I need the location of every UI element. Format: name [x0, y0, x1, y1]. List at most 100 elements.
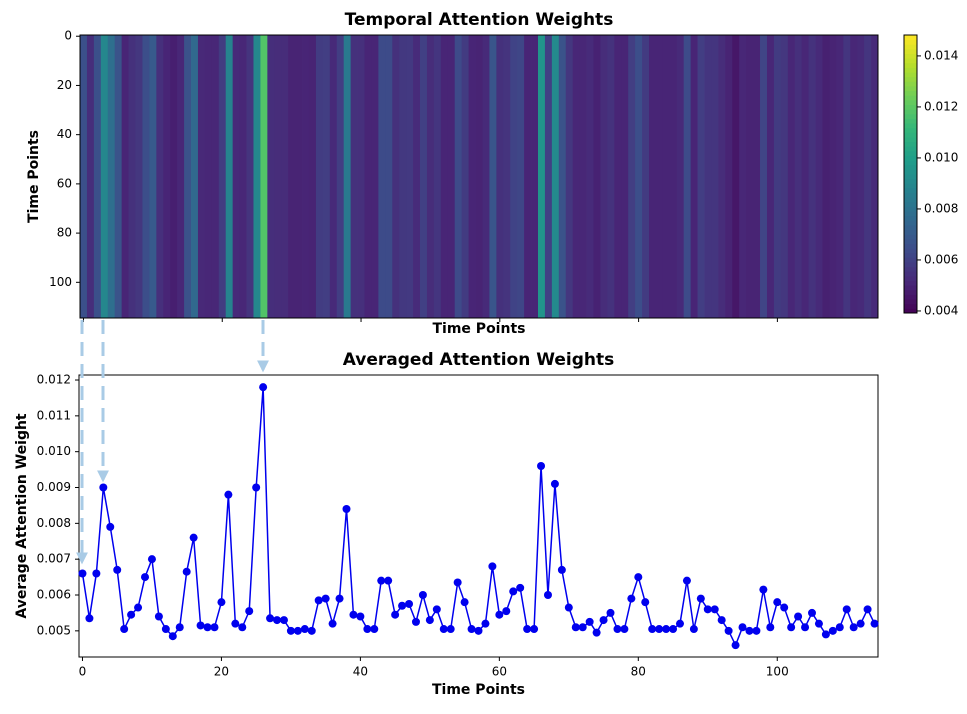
- point: [432, 605, 441, 614]
- point: [92, 569, 101, 578]
- heat-column: [607, 35, 615, 318]
- heat-column: [704, 35, 712, 318]
- point: [279, 616, 288, 625]
- point: [669, 625, 678, 634]
- heat-column: [628, 35, 636, 318]
- heat-column: [475, 35, 483, 318]
- y-axis-label: Time Points: [26, 130, 42, 223]
- point: [259, 383, 268, 392]
- point: [411, 617, 420, 626]
- heat-column: [662, 35, 671, 318]
- point: [675, 619, 684, 628]
- point: [731, 641, 740, 650]
- heat-column: [413, 35, 421, 318]
- y-tick-label: 20: [57, 78, 72, 92]
- point: [564, 603, 573, 612]
- point: [175, 623, 184, 632]
- point: [710, 605, 719, 614]
- colorbar-tick-label: 0.004: [924, 303, 958, 317]
- colorbar-step: [904, 62, 917, 68]
- heat-column: [510, 35, 518, 318]
- colorbar-step: [904, 109, 917, 115]
- heat-column: [288, 35, 296, 318]
- heat-column: [773, 35, 782, 318]
- point: [752, 626, 761, 635]
- heat-column: [537, 35, 546, 318]
- colorbar-step: [904, 76, 917, 82]
- heat-column: [80, 35, 88, 318]
- point: [196, 621, 205, 630]
- annotation-arrows: [76, 320, 269, 565]
- point: [814, 619, 823, 628]
- heat-column: [329, 35, 338, 318]
- colorbar-step: [904, 262, 917, 268]
- x-tick-label: 20: [214, 665, 229, 679]
- heat-column: [399, 35, 407, 318]
- point: [182, 567, 191, 576]
- colorbar-step: [904, 294, 917, 300]
- point: [245, 607, 254, 616]
- heat-column: [593, 35, 601, 318]
- point: [356, 612, 365, 621]
- point: [342, 505, 351, 514]
- heat-column: [350, 35, 358, 318]
- heat-column: [191, 35, 199, 318]
- colorbar-tick-label: 0.010: [924, 150, 958, 164]
- y-tick-label: 40: [57, 127, 72, 141]
- heat-column: [829, 35, 837, 318]
- point: [398, 601, 407, 610]
- heat-column: [565, 35, 574, 318]
- y-tick-label: 0.012: [37, 373, 71, 387]
- point: [238, 623, 247, 632]
- point: [363, 625, 372, 634]
- heat-column: [600, 35, 608, 318]
- heat-column: [739, 35, 747, 318]
- point: [502, 607, 511, 616]
- point: [252, 483, 261, 492]
- point: [384, 576, 393, 585]
- point: [835, 623, 844, 632]
- heat-column: [787, 35, 796, 318]
- heat-column: [447, 35, 456, 318]
- heat-column: [517, 35, 525, 318]
- colorbar-step: [904, 67, 917, 73]
- point: [828, 626, 837, 635]
- colorbar-step: [904, 48, 917, 55]
- heat-column: [586, 35, 594, 318]
- point: [773, 598, 782, 607]
- heat-column: [780, 35, 789, 318]
- heat-column: [371, 35, 379, 318]
- x-tick-label: 80: [631, 665, 646, 679]
- point: [724, 626, 733, 635]
- colorbar-step: [904, 169, 917, 175]
- point: [620, 625, 629, 634]
- colorbar-step: [904, 285, 917, 291]
- point: [210, 623, 219, 632]
- point: [849, 623, 858, 632]
- heat-column: [246, 35, 254, 318]
- colorbar-step: [904, 197, 917, 203]
- colorbar-step: [904, 164, 917, 170]
- heat-column: [211, 35, 220, 318]
- colorbar-step: [904, 238, 917, 244]
- point: [648, 625, 657, 634]
- heat-column: [544, 35, 553, 318]
- heat-column: [239, 35, 247, 318]
- point: [328, 619, 337, 628]
- point: [425, 616, 434, 625]
- heat-column: [732, 35, 740, 318]
- point: [543, 591, 552, 600]
- heat-column: [579, 35, 587, 318]
- colorbar-step: [904, 234, 917, 240]
- colorbar-step: [904, 229, 917, 235]
- heat-column: [558, 35, 567, 318]
- point: [613, 625, 622, 634]
- point: [523, 625, 532, 634]
- heat-column: [753, 35, 761, 318]
- heat-column: [864, 35, 872, 318]
- heat-column: [718, 35, 726, 318]
- colorbar-step: [904, 35, 917, 41]
- point: [641, 598, 650, 607]
- point: [446, 625, 455, 634]
- point: [571, 623, 580, 632]
